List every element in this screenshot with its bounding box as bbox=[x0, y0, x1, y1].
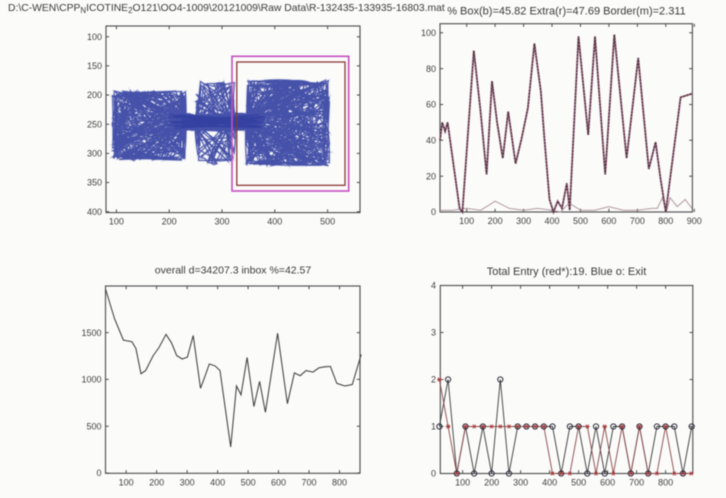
svg-text:400: 400 bbox=[544, 216, 559, 226]
svg-text:1500: 1500 bbox=[81, 328, 101, 338]
svg-text:400: 400 bbox=[267, 217, 282, 227]
svg-text:1000: 1000 bbox=[81, 375, 101, 385]
svg-text:300: 300 bbox=[87, 149, 102, 159]
svg-text:150: 150 bbox=[87, 61, 102, 71]
svg-text:600: 600 bbox=[271, 478, 286, 488]
svg-text:% Box(b)=45.82 Extra(r)=47.69: % Box(b)=45.82 Extra(r)=47.69 Border(m)=… bbox=[447, 6, 686, 18]
svg-text:700: 700 bbox=[301, 478, 316, 488]
svg-text:600: 600 bbox=[601, 216, 616, 226]
svg-text:300: 300 bbox=[513, 478, 528, 488]
svg-text:300: 300 bbox=[214, 217, 229, 227]
svg-text:400: 400 bbox=[542, 478, 557, 488]
svg-text:0: 0 bbox=[431, 469, 436, 479]
svg-text:1: 1 bbox=[431, 422, 436, 432]
svg-text:400: 400 bbox=[87, 207, 102, 217]
svg-text:500: 500 bbox=[241, 478, 256, 488]
svg-text:200: 200 bbox=[87, 90, 102, 100]
svg-text:350: 350 bbox=[87, 178, 102, 188]
svg-text:20: 20 bbox=[426, 171, 436, 181]
svg-text:D:\C-WEN\CPPNICOTINE2O121\OO4-: D:\C-WEN\CPPNICOTINE2O121\OO4-1009\20121… bbox=[8, 3, 445, 15]
svg-text:400: 400 bbox=[210, 478, 225, 488]
svg-text:60: 60 bbox=[426, 100, 436, 110]
svg-text:500: 500 bbox=[573, 216, 588, 226]
svg-text:Total Entry (red*):19. Blue o:: Total Entry (red*):19. Blue o: Exit bbox=[487, 266, 647, 278]
svg-text:3: 3 bbox=[431, 328, 436, 338]
svg-text:200: 200 bbox=[484, 478, 499, 488]
svg-text:800: 800 bbox=[658, 478, 673, 488]
svg-text:overall d=34207.3 inbox %=42.5: overall d=34207.3 inbox %=42.57 bbox=[155, 265, 312, 277]
svg-text:500: 500 bbox=[571, 478, 586, 488]
svg-text:4: 4 bbox=[431, 281, 436, 291]
svg-text:2: 2 bbox=[431, 375, 436, 385]
svg-text:800: 800 bbox=[658, 216, 673, 226]
svg-text:500: 500 bbox=[86, 421, 101, 431]
svg-text:100: 100 bbox=[459, 216, 474, 226]
svg-text:700: 700 bbox=[629, 478, 644, 488]
svg-text:700: 700 bbox=[630, 216, 645, 226]
svg-text:100: 100 bbox=[421, 28, 436, 38]
svg-text:200: 200 bbox=[149, 478, 164, 488]
svg-text:100: 100 bbox=[87, 32, 102, 42]
svg-text:0: 0 bbox=[96, 468, 101, 478]
svg-text:600: 600 bbox=[600, 478, 615, 488]
svg-text:100: 100 bbox=[455, 478, 470, 488]
svg-text:500: 500 bbox=[320, 217, 335, 227]
svg-text:100: 100 bbox=[119, 478, 134, 488]
svg-text:900: 900 bbox=[687, 216, 702, 226]
svg-text:200: 200 bbox=[162, 217, 177, 227]
svg-text:300: 300 bbox=[180, 478, 195, 488]
svg-text:800: 800 bbox=[332, 478, 347, 488]
svg-text:100: 100 bbox=[109, 217, 124, 227]
svg-text:300: 300 bbox=[516, 216, 531, 226]
svg-text:200: 200 bbox=[488, 216, 503, 226]
svg-text:80: 80 bbox=[426, 64, 436, 74]
svg-text:250: 250 bbox=[87, 119, 102, 129]
svg-text:0: 0 bbox=[431, 207, 436, 217]
svg-text:40: 40 bbox=[426, 136, 436, 146]
